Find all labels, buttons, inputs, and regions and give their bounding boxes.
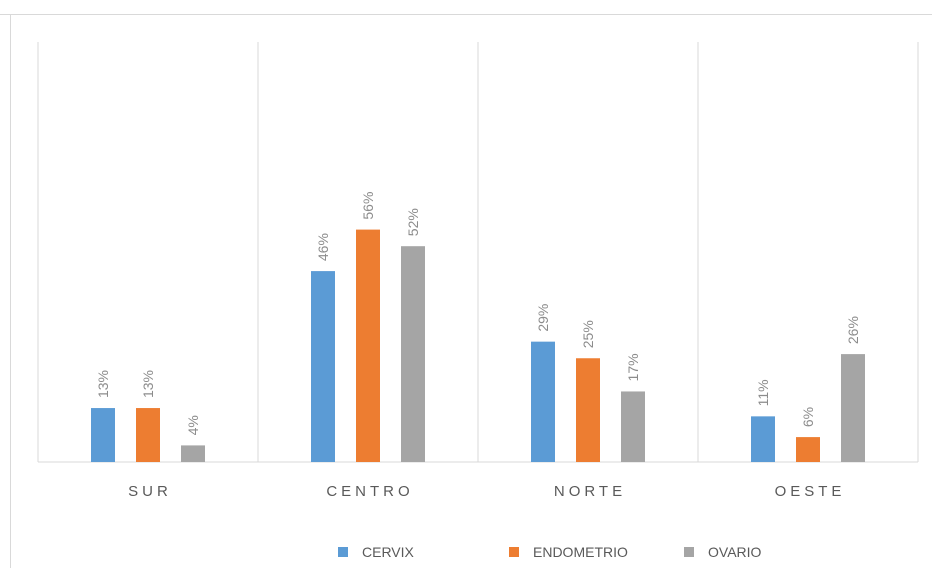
data-label-cervix-oeste: 11% bbox=[755, 379, 771, 406]
data-label-cervix-norte: 29% bbox=[535, 304, 551, 332]
x-tick-label-centro: CENTRO bbox=[326, 483, 413, 500]
bar-cervix-sur bbox=[91, 408, 115, 462]
bar-chart: 13% 13% 4% SUR 46% 56% 52% CENTRO 29% 25% 17% NORTE… bbox=[37, 42, 919, 500]
data-label-cervix-sur: 13% bbox=[95, 370, 111, 398]
legend-label-ovario: OVARIO bbox=[708, 544, 762, 560]
legend-swatch-ovario bbox=[684, 547, 694, 557]
bar-ovario-centro bbox=[401, 246, 425, 462]
data-label-endometrio-oeste: 6% bbox=[800, 407, 816, 427]
bar-endometrio-sur bbox=[136, 408, 160, 462]
legend: CERVIX ENDOMETRIO OVARIO bbox=[0, 540, 932, 564]
bar-ovario-sur bbox=[181, 445, 205, 462]
x-tick-label-norte: NORTE bbox=[554, 483, 626, 500]
bar-endometrio-oeste bbox=[796, 437, 820, 462]
data-label-ovario-sur: 4% bbox=[185, 415, 201, 435]
bar-cervix-centro bbox=[311, 271, 335, 462]
bar-ovario-oeste bbox=[841, 354, 865, 462]
bar-ovario-norte bbox=[621, 391, 645, 462]
x-tick-label-sur: SUR bbox=[128, 483, 172, 500]
data-label-cervix-centro: 46% bbox=[315, 233, 331, 261]
data-label-ovario-centro: 52% bbox=[405, 208, 421, 236]
legend-item-ovario: OVARIO bbox=[684, 540, 761, 564]
frame-left-border bbox=[10, 14, 11, 568]
legend-label-endometrio: ENDOMETRIO bbox=[533, 544, 628, 560]
legend-swatch-cervix bbox=[338, 547, 348, 557]
legend-swatch-endometrio bbox=[509, 547, 519, 557]
legend-item-endometrio: ENDOMETRIO bbox=[509, 540, 628, 564]
bar-cervix-norte bbox=[531, 341, 555, 462]
legend-item-cervix: CERVIX bbox=[338, 540, 414, 564]
x-tick-label-oeste: OESTE bbox=[775, 483, 846, 500]
data-label-endometrio-sur: 13% bbox=[140, 370, 156, 398]
frame-top-border bbox=[0, 14, 932, 15]
bar-endometrio-norte bbox=[576, 358, 600, 462]
data-label-ovario-norte: 17% bbox=[625, 353, 641, 381]
data-label-endometrio-norte: 25% bbox=[580, 320, 596, 348]
legend-label-cervix: CERVIX bbox=[362, 544, 414, 560]
data-label-ovario-oeste: 26% bbox=[845, 316, 861, 344]
bar-endometrio-centro bbox=[356, 229, 380, 462]
data-label-endometrio-centro: 56% bbox=[360, 192, 376, 220]
bar-cervix-oeste bbox=[751, 416, 775, 462]
